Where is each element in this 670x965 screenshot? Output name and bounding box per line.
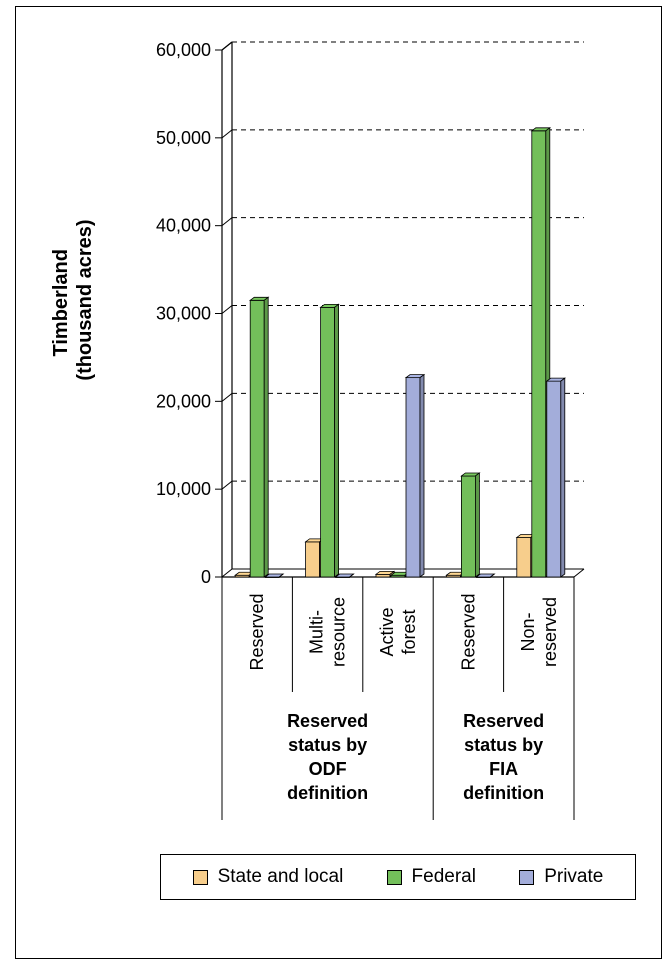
bar: [460, 472, 481, 578]
y-tick-label: 0: [201, 567, 211, 587]
y-tick-label: 30,000: [156, 304, 211, 324]
y-tick-label: 50,000: [156, 128, 211, 148]
floor-right-edge: [573, 568, 585, 578]
category-label-line: Multi-: [307, 610, 327, 654]
bar-side: [278, 573, 284, 578]
y-tick-label: 40,000: [156, 216, 211, 236]
group-label: status by: [288, 735, 367, 755]
bar: [319, 303, 340, 578]
gridline-side: [221, 392, 233, 402]
legend-swatch-federal: [386, 869, 402, 885]
bar-front: [320, 306, 336, 578]
category-labels: Reserved Multi-resource Active forest Reserv…: [221, 577, 575, 820]
group-label: definition: [463, 783, 544, 803]
category-label-line: Non-: [518, 612, 538, 651]
chart-frame: [15, 6, 662, 959]
floor-left-edge: [221, 568, 233, 578]
bar: [545, 377, 566, 578]
category-label-line: Reserved: [458, 593, 478, 670]
bar: [475, 573, 496, 578]
group-label: Reserved: [463, 711, 544, 731]
y-tick-labels: 0 10,000 20,000 30,000 40,000 50,000 60,000: [156, 40, 222, 587]
bar-side: [334, 303, 340, 578]
bar-front: [516, 537, 532, 578]
side-wall-top: [221, 41, 233, 51]
category-label: Reserved: [458, 593, 478, 670]
gridline-side: [221, 480, 233, 490]
bar-front: [305, 541, 321, 578]
gridline-side: [221, 305, 233, 314]
group-label: Reserved: [287, 711, 368, 731]
y-tick-label: 60,000: [156, 40, 211, 60]
axes: [221, 41, 585, 578]
bar-front: [249, 299, 265, 578]
legend-item-state-local: State and local: [192, 866, 344, 888]
category-label: Multi-resource: [307, 597, 349, 667]
bar: [248, 296, 270, 578]
category-label-line: forest: [399, 609, 419, 654]
legend-item-federal: Federal: [386, 866, 476, 888]
group-label: ODF: [309, 759, 347, 779]
gridline-side: [221, 129, 233, 139]
bar-side: [419, 373, 425, 578]
bar: [233, 571, 255, 578]
bar-side: [263, 296, 269, 578]
legend-swatch-state-local: [192, 869, 208, 885]
bar: [264, 573, 285, 578]
y-tick-label: 10,000: [156, 479, 211, 499]
group-label: status by: [464, 735, 543, 755]
bar-side: [349, 573, 354, 578]
group-label: FIA: [489, 759, 518, 779]
bars: [233, 127, 566, 578]
category-label-line: resource: [329, 597, 349, 667]
legend: State and local Federal Private: [160, 854, 636, 900]
category-label: Non-reserved: [518, 597, 560, 667]
y-axis-title-line1: Timberland: [50, 249, 72, 356]
category-label-line: reserved: [540, 597, 560, 667]
category-label: Active forest: [377, 607, 419, 656]
category-label: Reserved: [247, 593, 267, 670]
y-tick-label: 20,000: [156, 391, 211, 411]
category-label-line: Active: [377, 607, 397, 656]
bar-front: [546, 380, 562, 578]
bar-front: [405, 377, 421, 578]
y-axis-title-line2: (thousand acres): [74, 219, 96, 380]
y-axis-title: Timberland (thousand acres): [50, 219, 96, 380]
legend-label-private: Private: [544, 866, 604, 887]
bar: [404, 373, 426, 578]
legend-swatch-private: [519, 869, 535, 885]
legend-item-private: Private: [519, 866, 603, 888]
bar-side: [474, 472, 480, 578]
gridlines: [221, 41, 584, 490]
legend-label-federal: Federal: [411, 866, 476, 887]
bar-side: [490, 573, 495, 578]
group-label: definition: [287, 783, 368, 803]
legend-label-state-local: State and local: [217, 866, 344, 887]
bar-front: [460, 475, 476, 578]
bar: [334, 573, 355, 578]
gridline-side: [221, 217, 233, 227]
bar-side: [560, 377, 566, 578]
bar-front: [531, 130, 547, 578]
category-label-line: Reserved: [247, 593, 267, 670]
